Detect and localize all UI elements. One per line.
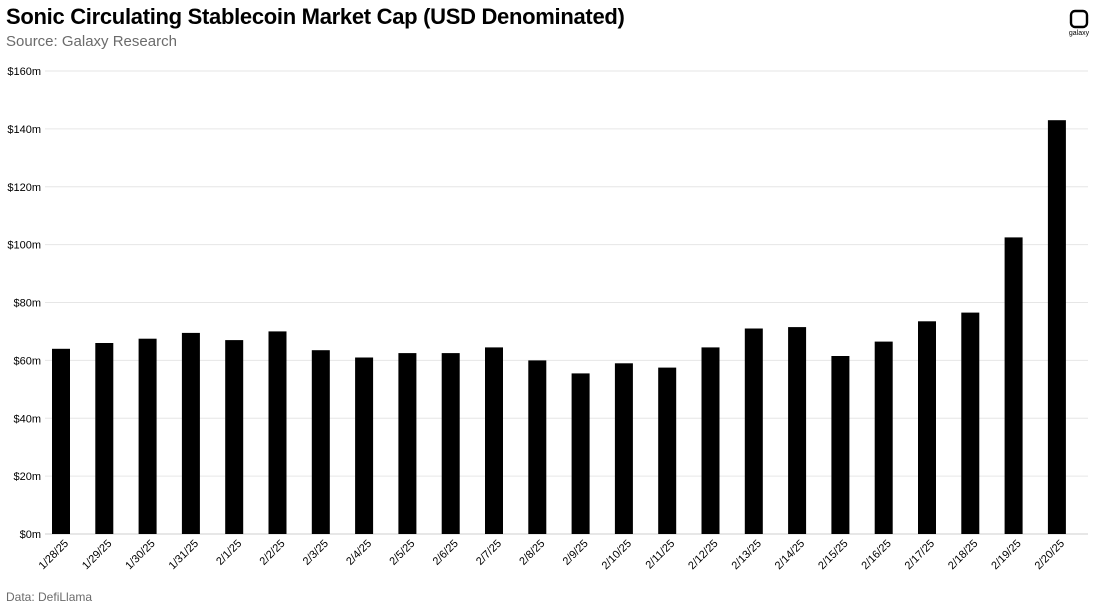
x-tick-label: 2/3/25 — [301, 538, 331, 568]
bar — [311, 350, 330, 534]
y-tick-label: $140m — [7, 124, 41, 136]
y-axis-labels: $0m $20m $40m $60m $80m $100m $120m $140m $160m — [7, 66, 41, 541]
x-tick-label: 1/28/25 — [37, 538, 71, 572]
bar — [398, 353, 417, 534]
bar — [355, 357, 374, 534]
x-tick-label: 2/9/25 — [561, 538, 591, 568]
bar — [268, 331, 287, 534]
bar — [1047, 120, 1066, 534]
x-tick-label: 2/4/25 — [344, 538, 374, 568]
data-source-note: Data: DefiLlama — [6, 590, 93, 604]
chart-title: Sonic Circulating Stablecoin Market Cap … — [6, 4, 625, 29]
bar — [918, 321, 936, 534]
bar — [831, 356, 850, 534]
x-tick-label: 2/1/25 — [214, 538, 244, 568]
x-tick-label: 2/20/25 — [1033, 538, 1067, 572]
x-tick-label: 2/8/25 — [517, 538, 547, 568]
x-tick-label: 1/30/25 — [123, 538, 157, 572]
bar — [181, 332, 200, 534]
x-tick-label: 1/31/25 — [167, 538, 201, 572]
y-tick-label: $100m — [7, 240, 41, 252]
y-tick-label: $20m — [13, 471, 41, 483]
bar — [961, 312, 980, 534]
x-tick-label: 2/6/25 — [431, 538, 461, 568]
x-tick-label: 2/10/25 — [600, 538, 634, 572]
x-tick-label: 2/2/25 — [258, 538, 288, 568]
bars — [52, 120, 1066, 534]
x-tick-label: 2/13/25 — [729, 538, 763, 572]
bar — [225, 340, 244, 534]
x-tick-label: 2/7/25 — [474, 538, 504, 568]
y-tick-label: $40m — [13, 413, 41, 425]
y-tick-label: $60m — [13, 355, 41, 367]
bar — [614, 363, 633, 534]
bar — [95, 343, 114, 534]
bar — [744, 328, 763, 534]
logo-label: galaxy — [1068, 30, 1090, 37]
y-tick-label: $120m — [7, 182, 41, 194]
bar — [52, 348, 70, 534]
x-tick-label: 2/19/25 — [989, 538, 1023, 572]
chart-subtitle: Source: Galaxy Research — [6, 33, 177, 50]
bar — [701, 347, 720, 534]
y-tick-label: $80m — [13, 298, 41, 310]
x-tick-label: 1/29/25 — [80, 538, 114, 572]
y-tick-label: $0m — [20, 529, 41, 541]
bar — [874, 341, 893, 534]
y-tick-label: $160m — [7, 66, 41, 78]
bar — [1004, 237, 1023, 534]
bar — [441, 353, 460, 534]
x-tick-label: 2/18/25 — [946, 538, 980, 572]
x-tick-label: 2/11/25 — [643, 538, 677, 572]
bar — [658, 367, 677, 534]
bar — [138, 338, 157, 534]
galaxy-logo-icon — [1069, 9, 1089, 29]
x-tick-label: 2/15/25 — [816, 538, 850, 572]
bar — [788, 327, 807, 534]
x-tick-label: 2/14/25 — [773, 538, 807, 572]
x-tick-label: 2/5/25 — [387, 538, 417, 568]
gridlines — [45, 70, 1088, 535]
x-tick-label: 2/17/25 — [903, 538, 937, 572]
bar — [528, 360, 547, 534]
bar — [571, 373, 590, 534]
x-tick-label: 2/12/25 — [686, 538, 720, 572]
x-axis-labels: 1/28/25 1/29/25 1/30/25 1/31/25 2/1/25 2/2/25… — [37, 538, 1067, 572]
x-tick-label: 2/16/25 — [859, 538, 893, 572]
bar — [485, 347, 503, 534]
